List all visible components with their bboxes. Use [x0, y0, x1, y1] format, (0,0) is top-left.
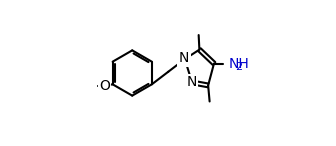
Text: NH: NH: [228, 57, 249, 71]
Text: O: O: [99, 79, 110, 93]
Text: 2: 2: [235, 62, 242, 72]
Text: N: N: [179, 51, 189, 65]
Text: N: N: [186, 75, 197, 89]
